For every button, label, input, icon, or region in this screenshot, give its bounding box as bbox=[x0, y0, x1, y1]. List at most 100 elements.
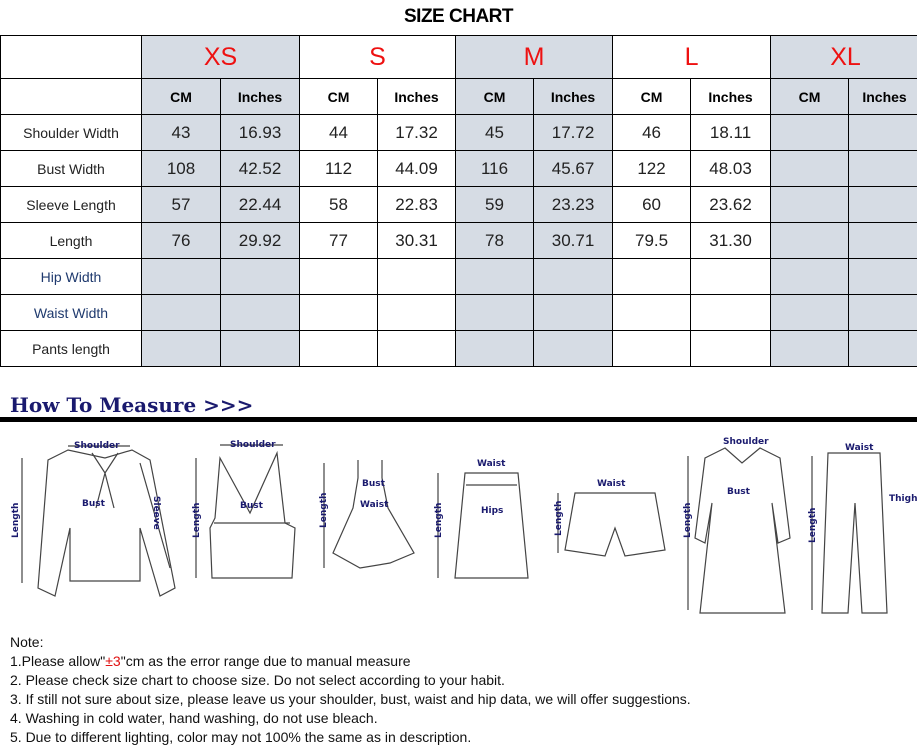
label-shoulder: Shoulder bbox=[723, 437, 769, 447]
label-bust: Bust bbox=[362, 479, 386, 489]
corner-cell bbox=[0, 78, 142, 115]
value-cell bbox=[219, 258, 301, 295]
value-cell bbox=[848, 294, 917, 331]
value-cell: 57 bbox=[141, 186, 221, 223]
notes-heading: Note: bbox=[10, 634, 44, 650]
value-cell bbox=[219, 330, 301, 367]
label-length: Length bbox=[319, 493, 329, 528]
dress-diagram: Bust Waist Length bbox=[319, 460, 415, 569]
label-thigh: Thigh bbox=[889, 494, 917, 504]
unit-inches: Inches bbox=[533, 78, 614, 115]
size-xs: XS bbox=[140, 35, 301, 79]
table-row: Length 76 29.92 77 30.31 78 30.71 79.5 31.30 bbox=[0, 222, 917, 259]
notes: Note: 1.Please allow"±3"cm as the error … bbox=[10, 633, 691, 747]
value-cell: 22.44 bbox=[219, 186, 301, 223]
value-cell: 44.09 bbox=[377, 150, 457, 187]
value-cell bbox=[455, 294, 535, 331]
unit-header-row: CM Inches CM Inches CM Inches CM Inches CM Inches bbox=[0, 78, 917, 115]
value-cell bbox=[533, 258, 614, 295]
value-cell bbox=[848, 150, 917, 187]
size-s: S bbox=[299, 35, 457, 79]
value-cell bbox=[377, 294, 457, 331]
value-cell bbox=[770, 222, 850, 259]
label-bust: Bust bbox=[82, 499, 106, 509]
value-cell: 45.67 bbox=[533, 150, 614, 187]
value-cell bbox=[141, 330, 221, 367]
chart-title: SIZE CHART bbox=[404, 6, 514, 27]
unit-inches: Inches bbox=[690, 78, 772, 115]
value-cell bbox=[690, 294, 772, 331]
label-length: Length bbox=[11, 503, 21, 538]
table-row: Shoulder Width 43 16.93 44 17.32 45 17.72 46 18.… bbox=[0, 114, 917, 151]
label-waist: Waist bbox=[477, 459, 506, 469]
table-row: Waist Width bbox=[0, 294, 917, 331]
value-cell: 23.23 bbox=[533, 186, 614, 223]
value-cell bbox=[455, 330, 535, 367]
coat-diagram: Shoulder Bust Length bbox=[683, 437, 791, 614]
unit-cm: CM bbox=[612, 78, 692, 115]
note-1-tolerance: ±3 bbox=[105, 653, 121, 669]
row-label: Waist Width bbox=[0, 294, 142, 331]
size-l: L bbox=[612, 35, 772, 79]
label-shoulder: Shoulder bbox=[74, 441, 120, 451]
measurement-diagrams: Shoulder Bust Length Sleeve Shoulder Bus… bbox=[11, 437, 917, 614]
value-cell bbox=[299, 294, 379, 331]
label-waist: Waist bbox=[597, 479, 626, 489]
note-1-pre: 1.Please allow" bbox=[10, 653, 106, 669]
label-waist: Waist bbox=[360, 500, 389, 510]
value-cell bbox=[299, 330, 379, 367]
value-cell: 22.83 bbox=[377, 186, 457, 223]
value-cell: 79.5 bbox=[612, 222, 692, 259]
value-cell bbox=[848, 222, 917, 259]
value-cell: 29.92 bbox=[219, 222, 301, 259]
value-cell: 43 bbox=[141, 114, 221, 151]
value-cell bbox=[770, 114, 850, 151]
value-cell: 58 bbox=[299, 186, 379, 223]
value-cell bbox=[848, 186, 917, 223]
row-label: Shoulder Width bbox=[0, 114, 142, 151]
note-2: 2. Please check size chart to choose siz… bbox=[10, 672, 505, 688]
value-cell bbox=[533, 330, 614, 367]
garment-outline bbox=[694, 447, 791, 614]
skirt-diagram: Waist Hips Length bbox=[434, 459, 529, 579]
unit-cm: CM bbox=[455, 78, 535, 115]
label-sleeve: Sleeve bbox=[151, 496, 161, 530]
row-label: Bust Width bbox=[0, 150, 142, 187]
label-length: Length bbox=[683, 503, 693, 538]
garment-outline bbox=[564, 492, 666, 557]
label-length: Length bbox=[192, 503, 202, 538]
label-length: Length bbox=[554, 501, 564, 536]
value-cell bbox=[770, 294, 850, 331]
value-cell: 60 bbox=[612, 186, 692, 223]
value-cell: 17.32 bbox=[377, 114, 457, 151]
value-cell bbox=[141, 258, 221, 295]
note-5: 5. Due to different lighting, color may … bbox=[10, 729, 472, 745]
note-4: 4. Washing in cold water, hand washing, … bbox=[10, 710, 378, 726]
size-xl: XL bbox=[770, 35, 917, 79]
row-label: Pants length bbox=[0, 330, 142, 367]
size-table: XS S M L XL CM Inches CM Inches CM Inches CM In… bbox=[0, 35, 917, 367]
row-label: Hip Width bbox=[0, 258, 142, 295]
label-length: Length bbox=[434, 503, 444, 538]
value-cell: 48.03 bbox=[690, 150, 772, 187]
blouse-diagram: Shoulder Bust Length Sleeve bbox=[11, 441, 176, 597]
value-cell: 17.72 bbox=[533, 114, 614, 151]
value-cell: 18.11 bbox=[690, 114, 772, 151]
value-cell: 116 bbox=[455, 150, 535, 187]
value-cell: 112 bbox=[299, 150, 379, 187]
value-cell: 30.31 bbox=[377, 222, 457, 259]
garment-outline bbox=[332, 460, 415, 569]
label-bust: Bust bbox=[240, 501, 264, 511]
how-to-measure-heading: How To Measure >>> bbox=[10, 393, 254, 417]
measure-line bbox=[139, 462, 171, 569]
value-cell bbox=[770, 330, 850, 367]
value-cell bbox=[770, 150, 850, 187]
value-cell bbox=[612, 330, 692, 367]
row-label: Sleeve Length bbox=[0, 186, 142, 223]
value-cell bbox=[690, 258, 772, 295]
value-cell: 44 bbox=[299, 114, 379, 151]
value-cell bbox=[848, 258, 917, 295]
note-3: 3. If still not sure about size, please … bbox=[10, 691, 691, 707]
unit-inches: Inches bbox=[848, 78, 917, 115]
table-row: Sleeve Length 57 22.44 58 22.83 59 23.23 60 23.6… bbox=[0, 186, 917, 223]
